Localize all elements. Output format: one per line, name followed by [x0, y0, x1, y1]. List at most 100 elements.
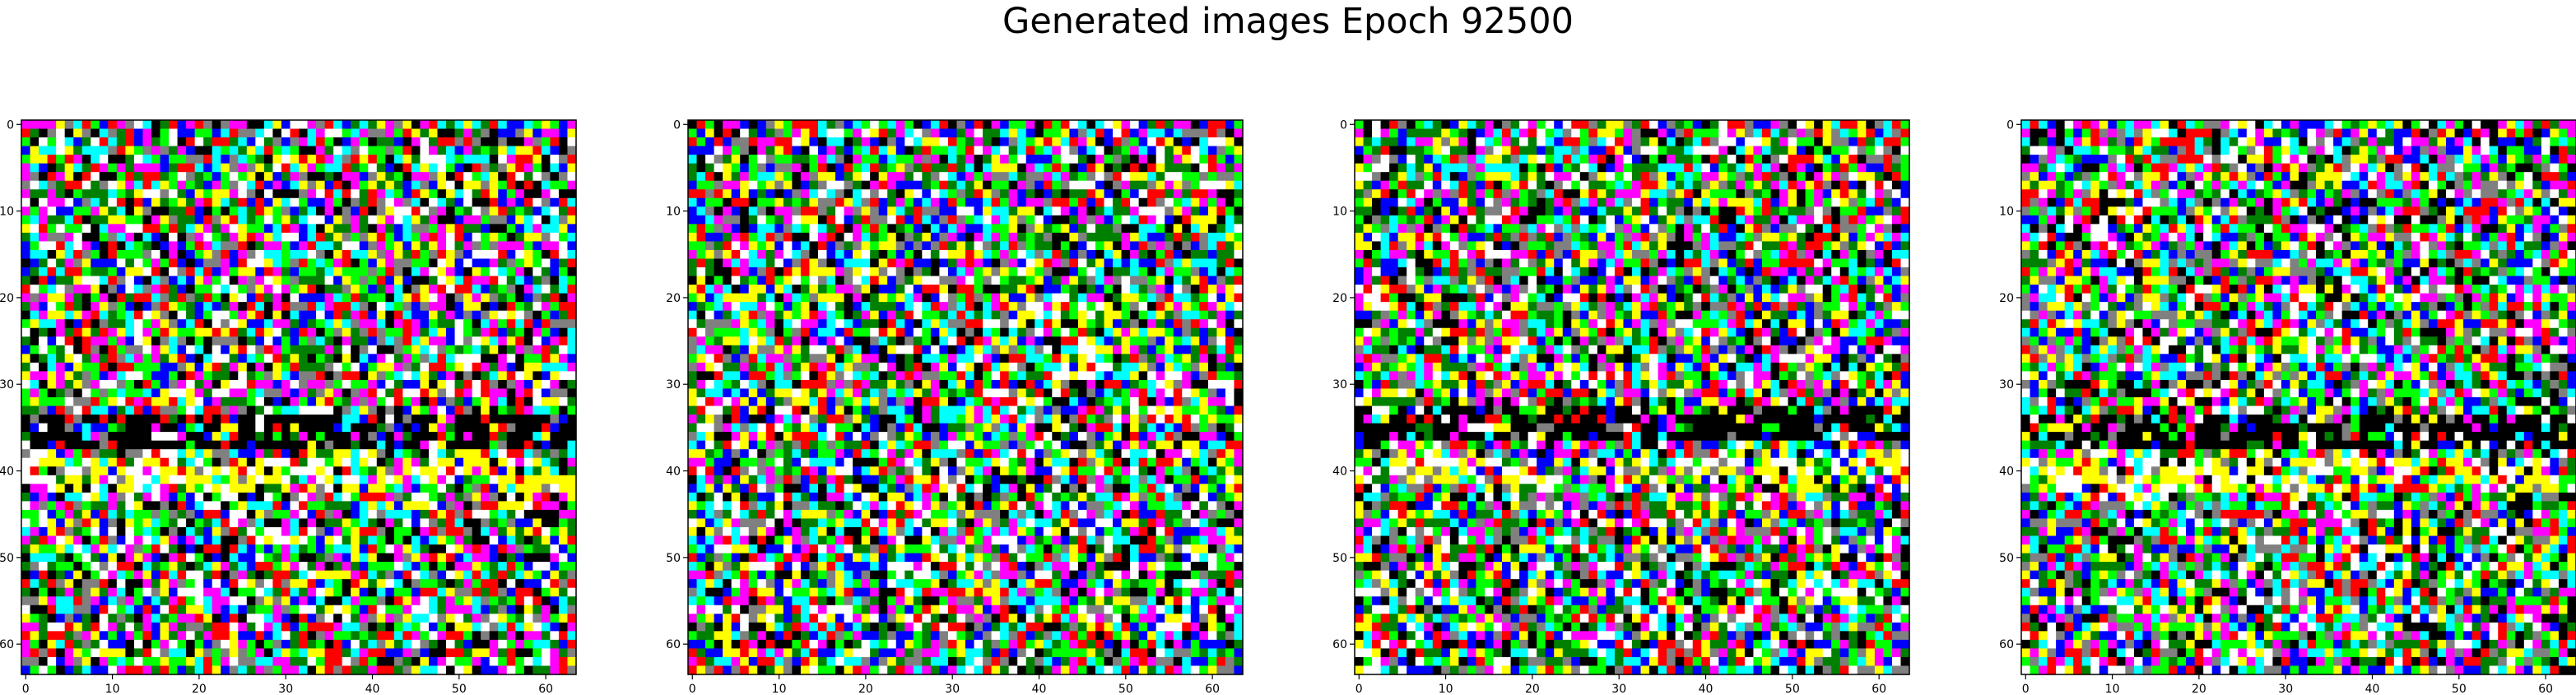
pixel-cell	[333, 327, 343, 337]
pixel-cell	[333, 475, 343, 484]
pixel-cell	[765, 197, 775, 207]
pixel-cell	[463, 354, 473, 364]
pixel-cell	[177, 449, 187, 459]
pixel-cell	[411, 371, 421, 381]
pixel-cell	[532, 293, 542, 303]
pixel-cell	[186, 423, 196, 433]
pixel-cell	[142, 258, 152, 268]
pixel-cell	[169, 206, 179, 216]
pixel-cell	[541, 120, 551, 130]
pixel-cell	[299, 449, 309, 459]
pixel-cell	[705, 163, 715, 173]
pixel-cell	[1113, 155, 1123, 164]
pixel-cell	[498, 596, 508, 606]
pixel-cell	[523, 215, 533, 225]
pixel-cell	[1000, 215, 1010, 225]
pixel-cell	[91, 492, 100, 502]
pixel-cell	[203, 665, 213, 675]
pixel-cell	[523, 405, 533, 415]
pixel-cell	[1190, 180, 1200, 190]
pixel-cell	[194, 379, 204, 390]
pixel-cell	[489, 362, 499, 373]
pixel-cell	[212, 466, 221, 476]
pixel-cell	[472, 267, 481, 277]
pixel-cell	[481, 267, 491, 277]
pixel-cell	[246, 276, 256, 285]
pixel-cell	[142, 241, 152, 251]
pixel-cell	[385, 137, 395, 147]
pixel-cell	[428, 656, 439, 667]
pixel-cell	[481, 656, 491, 667]
pixel-cell	[705, 120, 715, 130]
pixel-cell	[1138, 128, 1148, 138]
pixel-cell	[428, 526, 439, 537]
pixel-cell	[1095, 197, 1105, 207]
pixel-cell	[567, 614, 577, 623]
pixel-cell	[393, 631, 403, 641]
pixel-cell	[489, 423, 499, 433]
pixel-cell	[221, 605, 230, 614]
pixel-cell	[194, 475, 204, 484]
pixel-cell	[47, 163, 57, 173]
pixel-cell	[541, 155, 551, 164]
pixel-cell	[30, 605, 40, 614]
pixel-cell	[81, 241, 91, 251]
pixel-cell	[420, 397, 430, 407]
pixel-cell	[922, 180, 932, 190]
pixel-cell	[30, 423, 40, 433]
pixel-cell	[446, 388, 456, 398]
pixel-cell	[402, 553, 412, 563]
pixel-cell	[904, 189, 914, 199]
pixel-cell	[125, 197, 135, 207]
pixel-cell	[81, 440, 91, 450]
pixel-cell	[1207, 146, 1218, 155]
pixel-cell	[342, 639, 351, 650]
pixel-cell	[21, 336, 31, 346]
pixel-cell	[246, 354, 256, 364]
pixel-cell	[194, 423, 204, 433]
pixel-cell	[116, 128, 126, 138]
pixel-cell	[81, 258, 91, 268]
pixel-cell	[402, 241, 412, 251]
pixel-cell	[1095, 146, 1105, 155]
pixel-cell	[186, 215, 196, 225]
pixel-cell	[956, 120, 966, 130]
pixel-cell	[385, 163, 395, 173]
pixel-cell	[368, 605, 378, 614]
pixel-cell	[437, 587, 447, 597]
figure-title: Generated images Epoch 92500	[1002, 1, 1574, 42]
pixel-cell	[299, 501, 309, 511]
pixel-cell	[212, 501, 221, 511]
pixel-cell	[307, 172, 317, 182]
pixel-cell	[186, 241, 196, 251]
pixel-cell	[515, 397, 525, 407]
pixel-cell	[714, 197, 723, 207]
pixel-cell	[506, 336, 516, 346]
pixel-cell	[498, 258, 508, 268]
pixel-cell	[186, 631, 196, 641]
pixel-cell	[125, 249, 135, 260]
pixel-cell	[983, 224, 993, 234]
pixel-cell	[333, 276, 343, 285]
pixel-cell	[463, 631, 473, 641]
pixel-cell	[81, 362, 91, 373]
pixel-cell	[333, 354, 343, 364]
pixel-cell	[454, 656, 464, 667]
pixel-cell	[333, 215, 343, 225]
pixel-cell	[454, 224, 464, 234]
pixel-cell	[523, 345, 533, 354]
pixel-cell	[983, 120, 993, 130]
pixel-cell	[498, 656, 508, 667]
pixel-cell	[532, 267, 542, 277]
pixel-cell	[481, 605, 491, 614]
pixel-cell	[359, 362, 369, 373]
pixel-cell	[376, 501, 386, 511]
pixel-cell	[186, 388, 196, 398]
pixel-cell	[108, 596, 118, 606]
pixel-cell	[263, 518, 274, 528]
pixel-cell	[221, 631, 230, 641]
pixel-cell	[169, 397, 179, 407]
pixel-cell	[281, 622, 291, 632]
pixel-cell	[1147, 172, 1157, 182]
pixel-cell	[939, 180, 949, 190]
